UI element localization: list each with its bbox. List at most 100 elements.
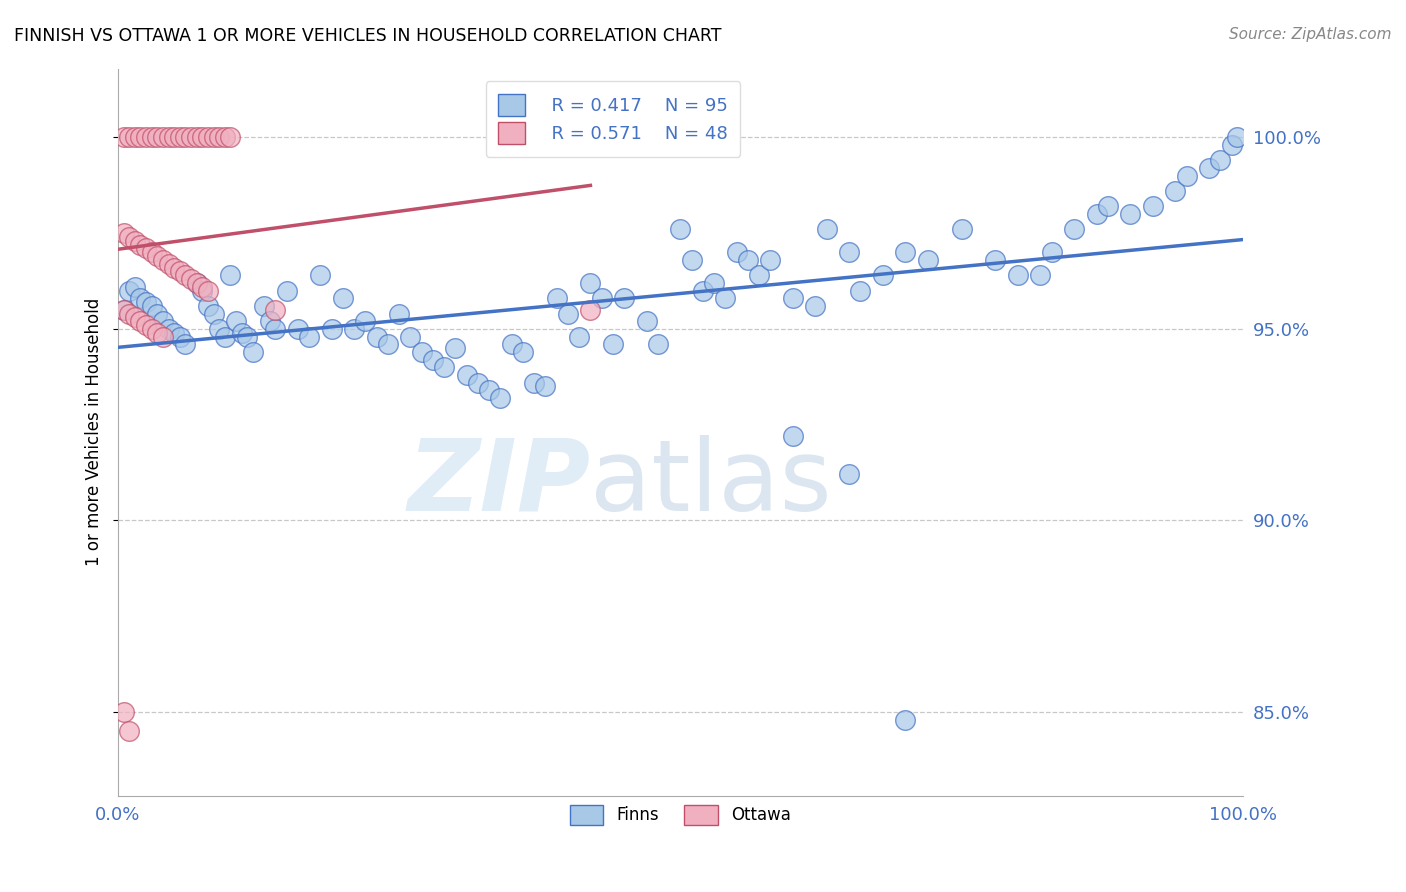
Point [1040,245,1063,260]
Point [231,326,253,340]
Point [202,307,225,321]
Point [1007,268,1029,283]
Point [157,130,180,145]
Point [872,268,894,283]
Point [186,130,208,145]
Point [377,337,399,351]
Point [984,252,1007,267]
Point [191,284,214,298]
Point [534,379,557,393]
Point [557,307,579,321]
Point [681,252,703,267]
Point [135,318,157,332]
Point [849,284,872,298]
Point [422,352,444,367]
Point [1097,199,1119,213]
Point [725,245,748,260]
Point [112,302,135,317]
Point [169,329,191,343]
Point [602,337,624,351]
Point [180,130,202,145]
Point [135,295,157,310]
Point [118,230,141,244]
Point [703,276,725,290]
Point [264,322,287,336]
Point [163,260,186,275]
Point [197,284,219,298]
Point [636,314,658,328]
Point [208,130,231,145]
Point [146,249,169,263]
Point [669,222,692,236]
Point [129,314,152,328]
Point [129,130,152,145]
Point [366,329,388,343]
Point [489,391,512,405]
Point [1198,161,1220,175]
Point [174,268,197,283]
Point [129,291,152,305]
Point [894,245,917,260]
Point [112,705,135,719]
Point [579,276,602,290]
Point [202,130,225,145]
Legend: Finns, Ottawa: Finns, Ottawa [560,795,801,835]
Point [411,344,433,359]
Point [112,226,135,240]
Point [917,252,939,267]
Point [343,322,366,336]
Point [157,257,180,271]
Point [191,280,214,294]
Point [714,291,737,305]
Point [591,291,613,305]
Point [191,130,214,145]
Point [152,314,174,328]
Point [146,130,169,145]
Point [1220,138,1243,153]
Point [163,326,186,340]
Point [197,130,219,145]
Point [692,284,714,298]
Point [146,326,169,340]
Point [152,329,174,343]
Point [169,130,191,145]
Point [298,329,321,343]
Point [124,280,146,294]
Y-axis label: 1 or more Vehicles in Household: 1 or more Vehicles in Household [86,298,103,566]
Point [146,307,169,321]
Point [163,130,186,145]
Point [242,344,264,359]
Point [647,337,669,351]
Point [118,723,141,738]
Point [112,302,135,317]
Point [208,322,231,336]
Point [838,245,860,260]
Point [1209,153,1232,168]
Point [1226,130,1249,145]
Point [129,237,152,252]
Point [512,344,534,359]
Point [152,130,174,145]
Point [1164,184,1187,198]
Text: FINNISH VS OTTAWA 1 OR MORE VEHICLES IN HOUSEHOLD CORRELATION CHART: FINNISH VS OTTAWA 1 OR MORE VEHICLES IN … [14,27,721,45]
Point [444,341,467,355]
Point [236,329,259,343]
Point [186,276,208,290]
Point [152,252,174,267]
Point [399,329,422,343]
Point [467,376,489,390]
Point [186,276,208,290]
Point [748,268,770,283]
Point [804,299,827,313]
Point [759,252,782,267]
Point [501,337,523,351]
Point [287,322,309,336]
Point [141,322,163,336]
Point [141,299,163,313]
Point [613,291,636,305]
Point [112,130,135,145]
Point [174,337,197,351]
Point [118,307,141,321]
Point [546,291,568,305]
Point [276,284,298,298]
